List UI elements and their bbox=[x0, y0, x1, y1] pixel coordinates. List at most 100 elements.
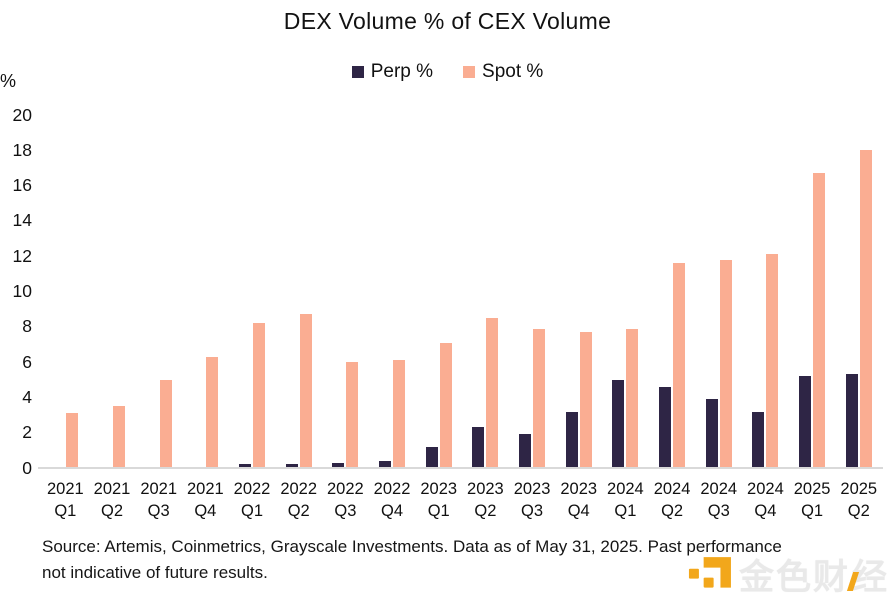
x-tick-quarter: Q3 bbox=[147, 502, 170, 521]
bar-perp bbox=[285, 464, 298, 468]
bar-spot bbox=[206, 356, 219, 468]
watermark-text-part1: 金色财 bbox=[738, 558, 850, 597]
y-tick-label: 12 bbox=[12, 245, 32, 266]
x-tick-year: 2025 bbox=[793, 480, 831, 498]
x-tick-year: 2022 bbox=[233, 480, 271, 498]
jinse-finance-logo-icon bbox=[688, 556, 731, 588]
bar-group bbox=[322, 115, 369, 468]
x-tick-label: 2023 Q3 bbox=[509, 478, 556, 523]
watermark: 金色财经 bbox=[688, 549, 889, 600]
bar-spot bbox=[253, 323, 266, 468]
x-tick-year: 2023 bbox=[560, 480, 598, 498]
x-tick-quarter: Q4 bbox=[194, 502, 217, 521]
bar-group bbox=[742, 115, 789, 468]
x-tick-label: 2021 Q3 bbox=[135, 478, 182, 523]
bar-group bbox=[89, 115, 136, 468]
bar-spot bbox=[113, 406, 125, 468]
bar-group bbox=[649, 115, 696, 468]
watermark-text: 金色财经 bbox=[739, 549, 889, 600]
bar-spot bbox=[766, 254, 779, 468]
bar-group bbox=[462, 115, 509, 468]
x-tick-quarter: Q2 bbox=[287, 502, 310, 521]
y-tick-label: 0 bbox=[22, 457, 32, 478]
x-tick-quarter: Q4 bbox=[567, 502, 590, 521]
y-tick-label: 2 bbox=[22, 421, 32, 442]
x-tick-quarter: Q1 bbox=[801, 502, 824, 521]
y-tick-label: 14 bbox=[12, 210, 32, 231]
y-axis: 0 2 4 6 8 10 12 14 16 18 20 bbox=[0, 106, 32, 476]
bar-group bbox=[509, 115, 556, 468]
x-tick-quarter: Q3 bbox=[521, 502, 544, 521]
x-tick-quarter: Q1 bbox=[241, 502, 264, 521]
x-tick-year: 2023 bbox=[513, 480, 551, 498]
x-tick-quarter: Q2 bbox=[847, 502, 870, 521]
bar-group bbox=[555, 115, 602, 468]
bar-perp bbox=[379, 460, 392, 468]
x-tick-year: 2024 bbox=[653, 480, 691, 498]
x-tick-quarter: Q4 bbox=[381, 502, 404, 521]
bar-spot bbox=[719, 259, 732, 468]
x-tick-quarter: Q2 bbox=[474, 502, 497, 521]
legend-swatch-icon bbox=[463, 66, 476, 78]
bar-group bbox=[275, 115, 322, 468]
bar-spot bbox=[299, 314, 312, 468]
x-tick-label: 2021 Q1 bbox=[42, 478, 89, 523]
chart-title: DEX Volume % of CEX Volume bbox=[283, 8, 612, 34]
bar-spot bbox=[626, 328, 639, 468]
bar-perp bbox=[565, 411, 578, 468]
bar-group bbox=[415, 115, 462, 468]
bar-spot bbox=[346, 362, 359, 468]
x-tick-label: 2022 Q2 bbox=[275, 478, 322, 523]
x-tick-quarter: Q3 bbox=[707, 502, 730, 521]
x-tick-quarter: Q1 bbox=[614, 502, 637, 521]
x-tick-quarter: Q2 bbox=[661, 502, 684, 521]
bar-perp bbox=[239, 464, 252, 468]
bar-spot bbox=[439, 342, 452, 468]
bar-perp bbox=[519, 434, 532, 468]
x-tick-label: 2023 Q4 bbox=[555, 478, 602, 523]
bar-spot bbox=[673, 263, 686, 468]
x-tick-year: 2023 bbox=[467, 480, 504, 498]
x-tick-year: 2024 bbox=[700, 480, 738, 498]
x-tick-year: 2021 bbox=[186, 480, 224, 498]
x-tick-year: 2022 bbox=[327, 480, 364, 498]
x-tick-label: 2021 Q4 bbox=[182, 478, 229, 523]
x-tick-label: 2022 Q3 bbox=[322, 478, 369, 523]
y-tick-label: 8 bbox=[22, 316, 32, 337]
legend-item-perp: Perp % bbox=[351, 61, 433, 83]
bar-spot bbox=[393, 360, 406, 468]
bar-perp bbox=[472, 427, 485, 468]
bar-perp bbox=[845, 374, 858, 468]
x-tick-label: 2024 Q3 bbox=[695, 478, 742, 523]
x-tick-label: 2021 Q2 bbox=[89, 478, 136, 523]
x-tick-quarter: Q1 bbox=[54, 502, 77, 521]
bar-perp bbox=[752, 411, 765, 468]
x-tick-year: 2025 bbox=[840, 480, 878, 498]
x-tick-label: 2025 Q2 bbox=[835, 478, 882, 523]
bar-perp bbox=[612, 379, 625, 468]
plot-area bbox=[42, 115, 882, 468]
bar-spot bbox=[159, 379, 172, 468]
y-tick-label: 18 bbox=[12, 139, 32, 160]
x-axis-labels: 2021 Q1 2021 Q2 2021 Q3 2021 Q4 2022 Q1 2022 Q2 2022… bbox=[42, 478, 882, 523]
y-tick-label: 16 bbox=[12, 174, 32, 195]
y-tick-label: 20 bbox=[12, 104, 32, 125]
bar-group bbox=[369, 115, 416, 468]
x-tick-label: 2024 Q1 bbox=[602, 478, 649, 523]
bar-group bbox=[835, 115, 882, 468]
bar-group bbox=[135, 115, 182, 468]
y-tick-label: 4 bbox=[22, 386, 32, 407]
legend-swatch-icon bbox=[351, 66, 364, 78]
x-tick-label: 2022 Q4 bbox=[369, 478, 416, 523]
x-tick-label: 2024 Q2 bbox=[649, 478, 696, 523]
y-axis-unit-label: % bbox=[0, 71, 17, 91]
x-tick-quarter: Q1 bbox=[427, 502, 450, 521]
x-tick-year: 2023 bbox=[420, 480, 458, 498]
x-tick-label: 2024 Q4 bbox=[742, 478, 789, 523]
x-tick-label: 2023 Q1 bbox=[415, 478, 462, 523]
legend-label: Spot % bbox=[482, 61, 544, 82]
bar-group bbox=[602, 115, 649, 468]
bar-spot bbox=[66, 413, 79, 468]
source-note: Source: Artemis, Coinmetrics, Grayscale … bbox=[42, 537, 782, 583]
